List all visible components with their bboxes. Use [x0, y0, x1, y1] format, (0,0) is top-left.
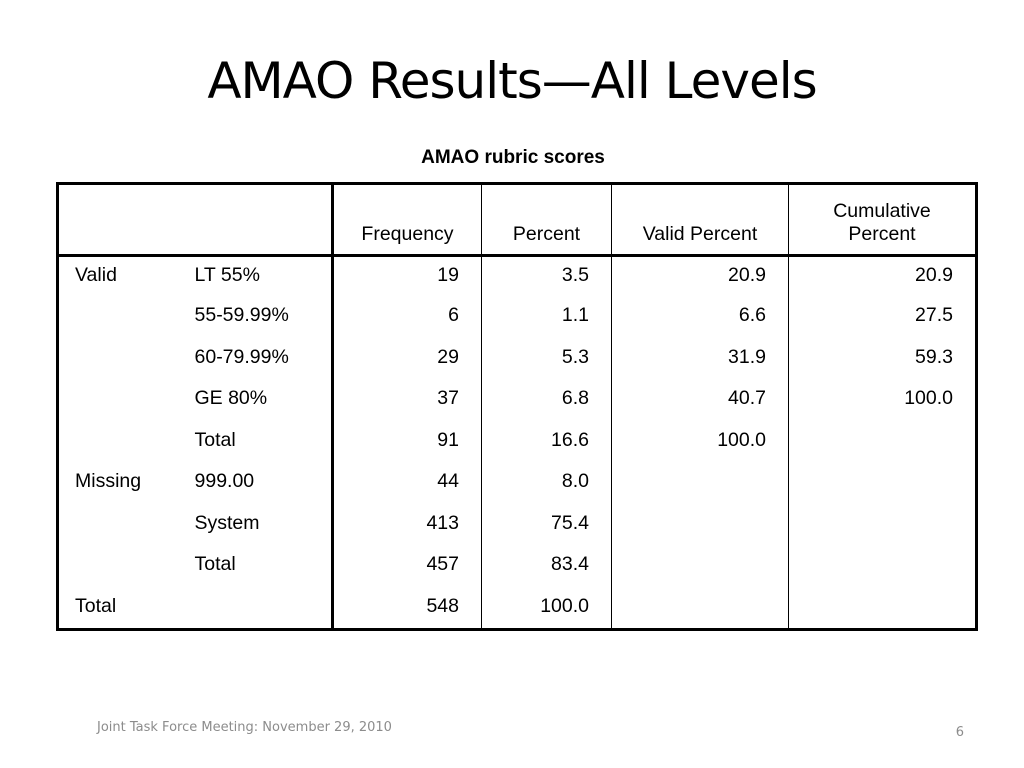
valid-percent-cell: [611, 546, 789, 588]
header-percent: Percent: [481, 183, 612, 257]
table-body: Valid LT 55% 19 3.5 20.9 20.9 55-59.99% …: [58, 255, 977, 630]
cumulative-percent-cell: 27.5: [915, 304, 953, 326]
table-row: Valid LT 55% 19 3.5 20.9 20.9: [58, 255, 977, 297]
cumulative-percent-cell: [789, 422, 977, 464]
table-row: 60-79.99% 29 5.3 31.9 59.3: [58, 338, 977, 381]
cumulative-percent-cell: 59.3: [915, 345, 953, 368]
slide-title: AMAO Results—All Levels: [207, 52, 817, 110]
table-row: GE 80% 37 6.8 40.7 100.0: [58, 380, 977, 422]
percent-cell: 75.4: [481, 504, 612, 546]
row-group-label: [58, 339, 177, 381]
valid-percent-cell: 31.9: [611, 338, 789, 380]
cumulative-percent-cell: [789, 505, 977, 547]
frequency-table: Frequency Percent Valid Percent Cumulati…: [56, 182, 978, 631]
percent-cell: 1.1: [481, 297, 612, 339]
frequency-cell: 413: [332, 504, 482, 546]
table-row: Total 91 16.6 100.0: [58, 421, 977, 464]
frequency-cell: 37: [332, 380, 482, 422]
slide-number: 6: [955, 725, 964, 740]
table-row: Total 548 100.0: [58, 587, 977, 630]
slide-footer: Joint Task Force Meeting: November 29, 2…: [97, 720, 392, 735]
valid-percent-cell: [611, 463, 789, 505]
table-row: System 413 75.4: [58, 504, 977, 547]
row-group-label: [58, 297, 177, 339]
header-row: Frequency Percent Valid Percent Cumulati…: [57, 183, 977, 257]
percent-cell: 8.0: [481, 463, 612, 505]
row-category-label: System: [176, 504, 334, 546]
row-group-label: [58, 546, 177, 588]
row-category-label: LT 55%: [176, 255, 334, 297]
table-row: 55-59.99% 6 1.1 6.6 27.5: [58, 297, 977, 339]
frequency-cell: 19: [332, 255, 482, 297]
valid-percent-cell: 100.0: [611, 421, 789, 463]
table-caption: AMAO rubric scores: [421, 147, 605, 168]
frequency-cell: 6: [332, 297, 482, 339]
header-cumulative-percent: Cumulative Percent: [788, 183, 977, 257]
row-category-label: Total: [176, 546, 334, 588]
percent-cell: 83.4: [481, 546, 612, 588]
frequency-cell: 29: [332, 338, 482, 380]
row-group-label: [58, 422, 177, 464]
row-category-label: [176, 587, 334, 629]
row-group-label: Valid: [75, 264, 117, 286]
valid-percent-cell: 20.9: [611, 255, 789, 297]
row-group-label: [58, 505, 177, 547]
percent-cell: 6.8: [481, 380, 612, 422]
cumulative-percent-cell: [789, 588, 977, 630]
cumulative-percent-cell: [789, 546, 977, 588]
row-category-label: GE 80%: [176, 380, 334, 422]
percent-cell: 16.6: [481, 421, 612, 463]
row-category-label: Total: [176, 421, 334, 463]
row-category-label: 55-59.99%: [176, 297, 334, 339]
table-row: Missing 999.00 44 8.0: [58, 463, 977, 505]
frequency-cell: 91: [332, 421, 482, 463]
cumulative-percent-cell: [789, 463, 977, 505]
valid-percent-cell: 40.7: [611, 380, 789, 422]
percent-cell: 100.0: [481, 587, 612, 629]
cumulative-percent-cell: 100.0: [904, 387, 953, 409]
cumulative-percent-cell: 20.9: [915, 264, 953, 286]
percent-cell: 5.3: [481, 338, 612, 380]
valid-percent-cell: 6.6: [611, 297, 789, 339]
row-group-label: Total: [75, 594, 117, 617]
table-header: Frequency Percent Valid Percent Cumulati…: [57, 183, 977, 257]
header-frequency: Frequency: [332, 183, 482, 257]
frequency-cell: 457: [332, 546, 482, 588]
row-category-label: 999.00: [176, 463, 334, 505]
table-row: Total 457 83.4: [58, 546, 977, 588]
header-valid-percent: Valid Percent: [611, 183, 789, 257]
percent-cell: 3.5: [481, 255, 612, 297]
valid-percent-cell: [611, 504, 789, 546]
row-group-label: Missing: [75, 470, 142, 492]
frequency-cell: 44: [332, 463, 482, 505]
row-group-label: [58, 380, 177, 422]
frequency-cell: 548: [332, 587, 482, 629]
valid-percent-cell: [611, 587, 789, 629]
header-stub-cell: [57, 183, 334, 257]
row-category-label: 60-79.99%: [176, 338, 334, 380]
